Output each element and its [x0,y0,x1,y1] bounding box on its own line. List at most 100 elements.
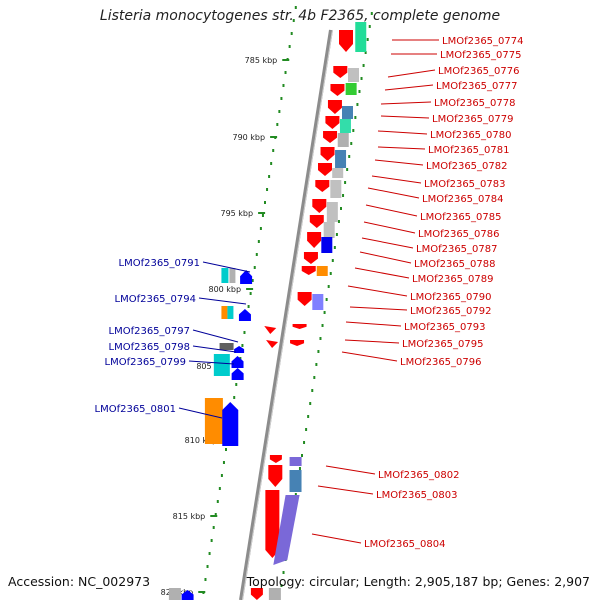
gene-label[interactable]: LMOf2365_0801 [95,404,177,415]
gc-dot [239,357,242,360]
gc-dot [319,337,322,340]
gc-dot [301,454,303,457]
gc-dot [225,448,227,451]
gc-dot [208,552,211,555]
tick-label: 785 kbp [245,56,278,65]
label-leader-line [380,101,432,105]
gc-dot [313,376,316,379]
forward-gene [312,199,327,213]
gene-label[interactable]: LMOf2365_0774 [442,36,524,47]
label-leader-line [341,351,398,362]
label-leader-line [361,237,414,249]
gene-label[interactable]: LMOf2365_0803 [376,490,458,501]
gene-label[interactable]: LMOf2365_0794 [115,294,197,305]
tick-mark [258,212,266,214]
gene-label[interactable]: LMOf2365_0793 [404,322,486,333]
forward-gene [307,232,322,248]
gene-label[interactable]: LMOf2365_0790 [410,292,492,303]
cog-box [337,133,349,147]
gc-dot [329,272,332,275]
gc-dot [368,25,371,28]
genome-backbone [239,29,333,600]
gene-label[interactable]: LMOf2365_0780 [430,130,512,141]
label-leader-line [192,329,239,343]
gene-label[interactable]: LMOf2365_0784 [422,194,504,205]
forward-gene [318,163,332,176]
gene-label[interactable]: LMOf2365_0802 [378,470,460,481]
forward-gene [250,588,263,600]
gc-dot [276,123,279,126]
gc-dot [337,220,340,223]
gene-label[interactable]: LMOf2365_0782 [426,161,508,172]
genome-title: Listeria monocytogenes str. 4b F2365, co… [99,8,501,24]
cog-box [348,68,359,82]
gene-label[interactable]: LMOf2365_0789 [412,274,494,285]
gc-dot [303,441,306,444]
gc-dot [243,331,246,334]
gc-dot [261,214,264,217]
gene-label[interactable]: LMOf2365_0795 [402,339,484,350]
cog-box [221,268,229,283]
gene-label[interactable]: LMOf2365_0797 [109,326,191,337]
gene-label[interactable]: LMOf2365_0791 [119,258,201,269]
gene-label[interactable]: LMOf2365_0779 [432,114,514,125]
label-leader-line [359,251,412,264]
gene-label[interactable]: LMOf2365_0798 [109,342,191,353]
gene-label[interactable]: LMOf2365_0788 [414,259,496,270]
label-leader-line [354,267,410,279]
gene-label[interactable]: LMOf2365_0778 [434,98,516,109]
tick-mark [246,288,254,290]
cog-box [321,237,333,253]
tick-label: 790 kbp [232,133,265,142]
label-leader-line [345,321,402,327]
tick-mark [210,515,218,517]
gc-dot [360,77,363,80]
gc-dot [323,311,326,314]
cog-box [168,588,181,600]
gene-label[interactable]: LMOf2365_0781 [428,145,510,156]
label-leader-line [371,175,422,184]
tick-label: 800 kbp [208,285,241,294]
forward-gene [264,326,277,334]
gene-label[interactable]: LMOf2365_0777 [436,81,518,92]
gc-dot [280,584,283,587]
gene-label[interactable]: LMOf2365_0775 [440,50,522,61]
cog-box [316,266,328,276]
gene-label[interactable]: LMOf2365_0787 [416,244,498,255]
gene-label[interactable]: LMOf2365_0796 [400,357,482,368]
gene-features [168,22,367,600]
gc-dot [325,298,328,301]
gene-label[interactable]: LMOf2365_0799 [105,357,187,368]
gene-label[interactable]: LMOf2365_0792 [410,306,492,317]
cog-box [312,294,324,310]
gc-dot [305,428,308,431]
cog-box [204,398,223,444]
gene-label[interactable]: LMOf2365_0804 [364,539,446,550]
gc-dot [354,116,357,119]
cog-box [289,470,302,492]
gc-dot [311,389,314,392]
gc-dot [340,207,342,210]
forward-gene [309,215,324,228]
label-leader-line [202,261,251,273]
label-leader-line [374,159,424,166]
label-leader-line [325,465,376,475]
gc-dot [352,129,355,132]
gc-dot [321,324,324,327]
gene-label[interactable]: LMOf2365_0786 [418,229,500,240]
gc-dot [282,84,285,87]
label-leader-line [384,84,434,91]
gene-label[interactable]: LMOf2365_0776 [438,66,520,77]
reverse-gene [222,402,239,446]
cog-box [335,150,347,168]
gene-label[interactable]: LMOf2365_0785 [420,212,502,223]
cog-box [326,202,338,222]
gc-dot [307,415,310,418]
cog-box [219,343,234,350]
gc-dot [288,45,291,48]
cog-box [323,222,335,238]
gc-dot [331,259,334,262]
forward-gene [320,147,335,161]
gene-label[interactable]: LMOf2365_0783 [424,179,506,190]
gc-dot [212,526,215,529]
